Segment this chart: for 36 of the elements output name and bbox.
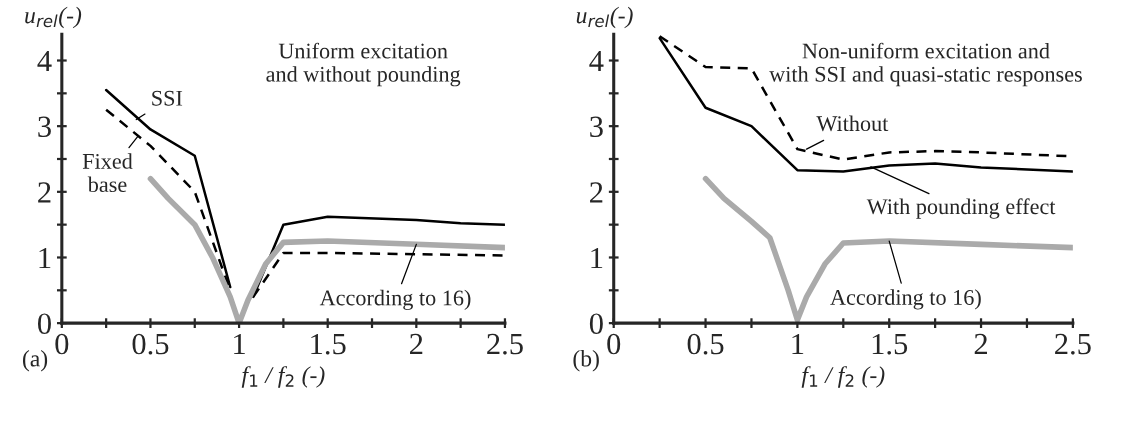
x-tick-label: 1.5 bbox=[311, 333, 346, 355]
annotation: According to 16) bbox=[319, 289, 471, 311]
x-tick-label: 0 bbox=[607, 333, 621, 355]
x-tick-label: 1.5 bbox=[872, 333, 908, 355]
annotation: Fixed base bbox=[82, 153, 133, 193]
y-axis-title: u$_{rel}$(-) bbox=[576, 6, 633, 29]
y-tick-label: 1 bbox=[591, 247, 603, 269]
x-tick-label: 0.5 bbox=[132, 333, 169, 355]
x-axis-title: f$_{1}$ / f$_{2}$ (-) bbox=[241, 366, 325, 388]
x-tick-label: 2.5 bbox=[487, 333, 523, 355]
y-tick-label: 2 bbox=[38, 182, 51, 203]
y-tick-label: 4 bbox=[589, 50, 604, 72]
annotation: SSI bbox=[152, 90, 183, 106]
y-tick-label: 4 bbox=[37, 50, 52, 72]
annotation: Without bbox=[816, 115, 889, 132]
y-tick-label: 0 bbox=[37, 313, 51, 335]
y-tick-label: 1 bbox=[39, 247, 51, 269]
annotation: With pounding effect bbox=[866, 198, 1056, 219]
x-tick-label: 1 bbox=[792, 333, 804, 355]
x-tick-label: 2.5 bbox=[1055, 333, 1091, 355]
y-tick-label: 2 bbox=[590, 182, 603, 203]
x-tick-label: 0 bbox=[55, 333, 69, 355]
annotation: According to 16) bbox=[830, 289, 981, 310]
y-tick-label: 0 bbox=[589, 313, 603, 335]
text: (b) bbox=[573, 349, 599, 372]
text: Non-uniform excitation and with SSI and quasi-static responses bbox=[769, 42, 1082, 87]
text: (a) bbox=[22, 349, 48, 372]
x-tick-label: 1 bbox=[234, 333, 245, 355]
text: Uniform excitation and without pounding bbox=[266, 42, 461, 87]
x-axis-title: f$_{1}$ / f$_{2}$ (-) bbox=[801, 366, 885, 388]
x-tick-label: 0.5 bbox=[687, 333, 724, 355]
x-tick-label: 2 bbox=[974, 333, 987, 355]
y-tick-label: 3 bbox=[590, 116, 603, 138]
y-axis-title: u$_{rel}$(-) bbox=[25, 6, 82, 29]
x-tick-label: 2 bbox=[410, 333, 423, 355]
y-tick-label: 3 bbox=[38, 116, 51, 138]
